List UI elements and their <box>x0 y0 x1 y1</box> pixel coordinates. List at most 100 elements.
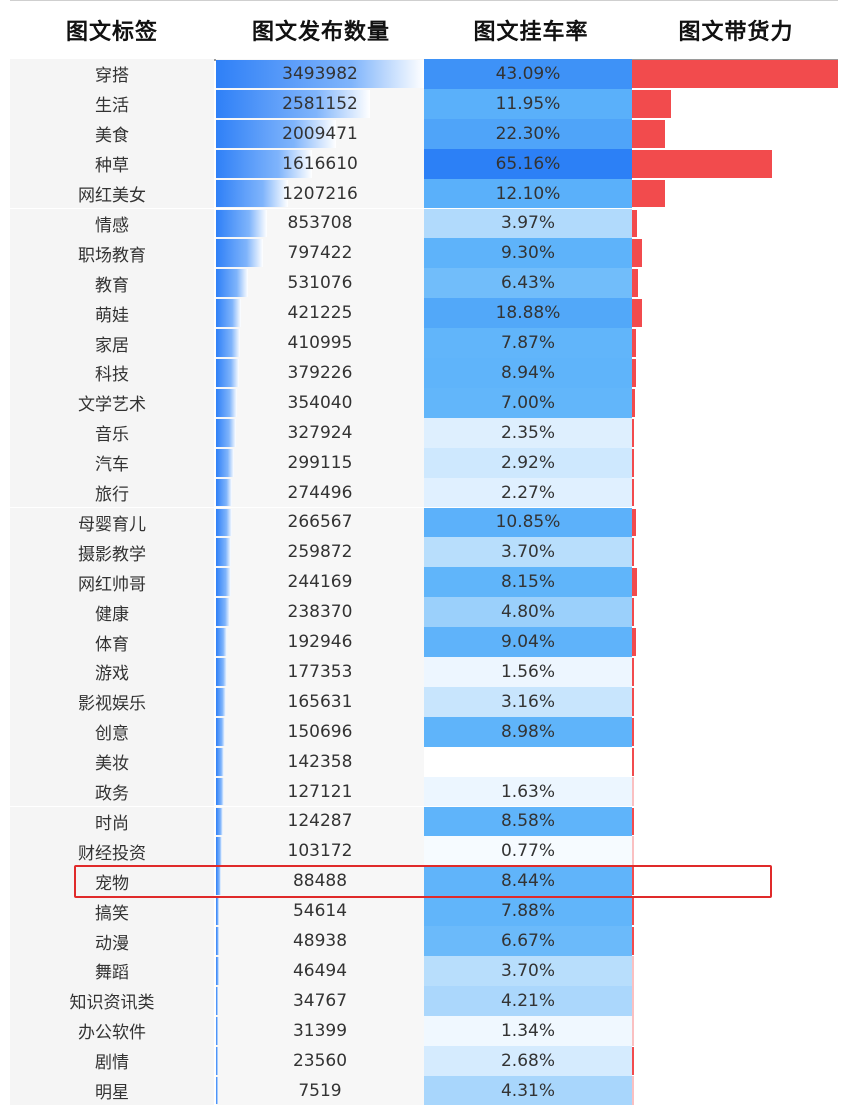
count-value: 299115 <box>287 452 353 473</box>
tag-label: 创意 <box>10 716 214 747</box>
power-cell <box>632 149 838 179</box>
tag-label: 萌娃 <box>10 298 214 329</box>
count-value: 379226 <box>287 362 353 383</box>
table-row: 旅行 274496 2.27% <box>10 477 838 508</box>
power-bar <box>632 239 643 268</box>
power-bar <box>632 418 634 447</box>
count-cell: 274496 <box>216 477 424 508</box>
count-bar <box>216 717 225 746</box>
count-value: 142358 <box>287 751 353 772</box>
power-bar <box>632 359 637 387</box>
table-row: 健康 238370 4.80% <box>10 597 838 628</box>
count-bar <box>216 867 222 896</box>
power-cell <box>632 59 838 89</box>
table-row: 影视娱乐 165631 3.16% <box>10 686 838 717</box>
table-row: 明星 7519 4.31% <box>10 1075 838 1106</box>
table-row: 财经投资 103172 0.77% <box>10 836 838 867</box>
power-bar <box>632 60 838 88</box>
count-cell: 177353 <box>216 657 424 687</box>
rate-cell: 18.88% <box>424 298 632 329</box>
table-row: 美妆 142358 <box>10 746 838 777</box>
count-value: 853708 <box>287 213 353 234</box>
count-cell: 48938 <box>216 926 424 956</box>
count-value: 1207216 <box>282 183 358 204</box>
table-row: 搞笑 54614 7.88% <box>10 896 838 927</box>
power-bar <box>632 448 634 477</box>
table-row: 政务 127121 1.63% <box>10 776 838 807</box>
count-cell: 165631 <box>216 686 424 717</box>
power-cell <box>632 119 838 149</box>
power-cell <box>632 956 838 986</box>
count-value: 23560 <box>292 1050 348 1071</box>
count-bar <box>216 448 234 477</box>
count-value: 124287 <box>287 811 353 832</box>
count-bar <box>216 60 424 88</box>
count-bar <box>216 837 223 866</box>
power-cell <box>632 179 838 209</box>
count-cell: 7519 <box>216 1075 424 1106</box>
rate-cell: 7.88% <box>424 896 632 927</box>
table-body: 穿搭 3493982 43.09% 生活 2581152 11.95% 美食 2009471 2… <box>10 59 838 1106</box>
rate-cell: 6.43% <box>424 268 632 299</box>
count-value: 165631 <box>287 691 353 712</box>
count-value: 88488 <box>292 871 348 892</box>
table-row: 音乐 327924 2.35% <box>10 417 838 448</box>
tag-label: 美食 <box>10 118 214 149</box>
rate-cell: 11.95% <box>424 88 632 119</box>
power-cell <box>632 597 838 627</box>
table-row: 创意 150696 8.98% <box>10 716 838 747</box>
count-value: 192946 <box>287 632 353 653</box>
power-cell <box>632 418 838 448</box>
count-bar <box>216 269 248 298</box>
power-cell <box>632 836 838 867</box>
power-cell <box>632 627 838 657</box>
count-cell: 88488 <box>216 866 424 897</box>
table-row: 教育 531076 6.43% <box>10 268 838 299</box>
count-cell: 103172 <box>216 836 424 867</box>
table-row: 时尚 124287 8.58% <box>10 806 838 837</box>
power-bar <box>632 658 634 686</box>
table-row: 舞蹈 46494 3.70% <box>10 956 838 986</box>
tag-label: 健康 <box>10 597 214 628</box>
count-bar <box>216 119 336 148</box>
count-cell: 266567 <box>216 507 424 538</box>
table-row: 文学艺术 354040 7.00% <box>10 387 838 418</box>
header-power: 图文带货力 <box>678 20 794 45</box>
power-cell <box>632 358 838 388</box>
table-row: 家居 410995 7.87% <box>10 328 838 358</box>
tag-label: 宠物 <box>10 866 214 897</box>
rate-cell: 8.15% <box>424 567 632 598</box>
power-bar <box>632 867 634 896</box>
power-bar <box>632 956 634 986</box>
power-bar <box>632 747 634 776</box>
count-bar <box>216 209 267 238</box>
count-value: 266567 <box>287 512 353 533</box>
count-value: 259872 <box>287 542 353 563</box>
power-bar <box>632 388 636 417</box>
tag-label: 知识资讯类 <box>10 985 214 1016</box>
count-cell: 379226 <box>216 358 424 388</box>
rate-cell: 4.21% <box>424 985 632 1016</box>
count-bar <box>216 927 219 955</box>
rate-cell: 9.04% <box>424 627 632 657</box>
rate-cell: 8.94% <box>424 358 632 388</box>
rate-cell: 1.63% <box>424 776 632 807</box>
count-value: 3493982 <box>282 63 358 84</box>
tag-label: 情感 <box>10 208 214 239</box>
count-bar <box>216 1076 218 1105</box>
power-bar <box>632 1075 634 1106</box>
power-bar <box>632 717 635 746</box>
tag-label: 汽车 <box>10 447 214 478</box>
tag-label: 种草 <box>10 148 214 179</box>
rate-cell: 2.68% <box>424 1045 632 1076</box>
rate-cell: 2.35% <box>424 417 632 448</box>
count-bar <box>216 359 239 387</box>
rate-cell: 3.16% <box>424 686 632 717</box>
count-bar <box>216 538 232 567</box>
count-value: 46494 <box>292 960 348 981</box>
tag-label: 科技 <box>10 358 214 388</box>
tag-label: 职场教育 <box>10 238 214 269</box>
tag-label: 音乐 <box>10 417 214 448</box>
count-bar <box>216 986 219 1015</box>
count-cell: 244169 <box>216 567 424 598</box>
